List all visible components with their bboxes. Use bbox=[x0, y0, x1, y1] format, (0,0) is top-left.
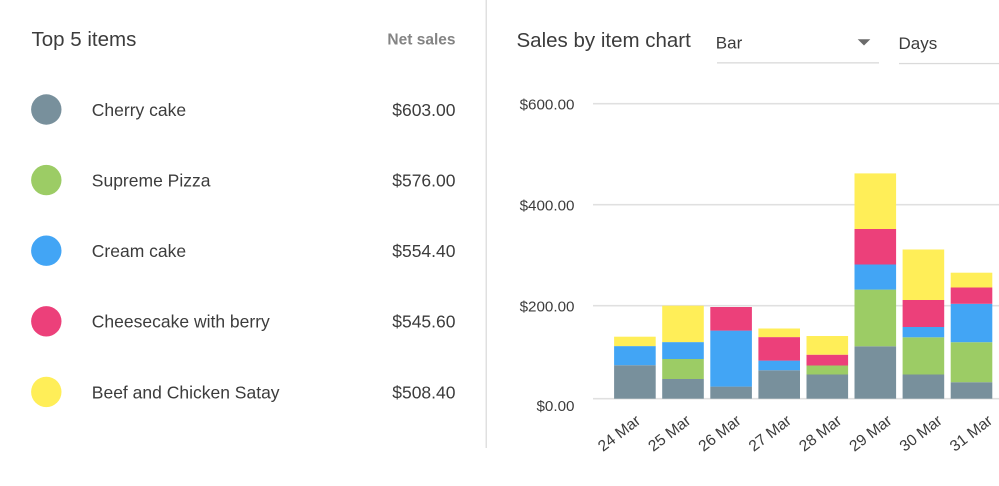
svg-text:$600.00: $600.00 bbox=[520, 97, 575, 114]
svg-text:31 Mar: 31 Mar bbox=[947, 412, 996, 455]
svg-text:25 Mar: 25 Mar bbox=[645, 412, 694, 455]
svg-text:Top 5 items: Top 5 items bbox=[32, 28, 137, 51]
svg-text:Cherry cake: Cherry cake bbox=[92, 100, 186, 120]
svg-text:$603.00: $603.00 bbox=[392, 100, 456, 120]
svg-text:29 Mar: 29 Mar bbox=[846, 412, 895, 455]
svg-text:Supreme Pizza: Supreme Pizza bbox=[92, 171, 211, 191]
svg-text:27 Mar: 27 Mar bbox=[746, 412, 795, 455]
svg-text:26 Mar: 26 Mar bbox=[696, 412, 745, 455]
svg-text:$0.00: $0.00 bbox=[536, 398, 574, 415]
svg-text:Days: Days bbox=[899, 34, 938, 53]
svg-text:$200.00: $200.00 bbox=[520, 299, 575, 316]
svg-text:Sales by item chart: Sales by item chart bbox=[517, 29, 692, 52]
svg-text:Cheesecake with berry: Cheesecake with berry bbox=[92, 312, 270, 332]
svg-text:24 Mar: 24 Mar bbox=[595, 412, 644, 455]
svg-text:Beef and Chicken Satay: Beef and Chicken Satay bbox=[92, 382, 280, 402]
svg-text:$545.60: $545.60 bbox=[392, 312, 456, 332]
svg-text:28 Mar: 28 Mar bbox=[796, 412, 845, 455]
svg-text:$554.40: $554.40 bbox=[392, 241, 456, 261]
svg-text:Cream cake: Cream cake bbox=[92, 241, 186, 261]
svg-text:$508.40: $508.40 bbox=[392, 382, 456, 402]
svg-text:$400.00: $400.00 bbox=[520, 198, 575, 215]
svg-text:$576.00: $576.00 bbox=[392, 171, 456, 191]
svg-text:Net sales: Net sales bbox=[387, 32, 455, 49]
svg-text:Bar: Bar bbox=[716, 33, 743, 52]
svg-text:30 Mar: 30 Mar bbox=[897, 412, 946, 455]
